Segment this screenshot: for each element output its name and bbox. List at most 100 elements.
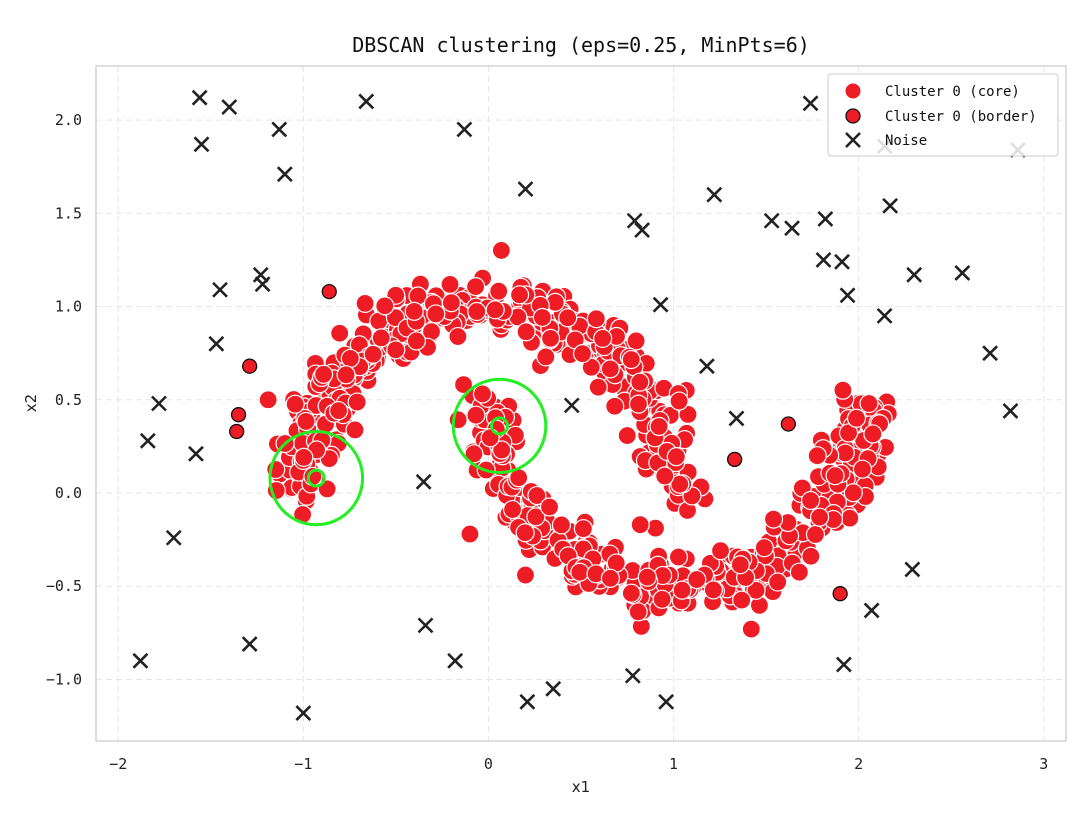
noise-point (188, 445, 204, 462)
core-point (489, 281, 509, 301)
core-point (617, 425, 637, 446)
core-point (732, 590, 752, 610)
core-point (586, 309, 606, 329)
x-tick-label: 0 (484, 755, 493, 773)
core-point (763, 509, 784, 529)
core-point (472, 384, 493, 404)
noise-point (563, 397, 580, 414)
core-point (526, 507, 546, 527)
noise-point (839, 287, 856, 304)
eps-center-marker (490, 416, 510, 436)
core-point (649, 416, 669, 437)
core-point (666, 447, 686, 467)
core-point (317, 479, 337, 499)
noise-point (815, 252, 832, 268)
core-point (492, 440, 512, 460)
noise-point (447, 652, 464, 669)
core-point (730, 555, 750, 575)
core-point (426, 304, 446, 324)
y-tick-label: 1.5 (55, 204, 82, 222)
y-tick-label: −0.5 (46, 577, 82, 595)
core-point (314, 364, 334, 384)
noise-point (139, 432, 156, 449)
noise-point (221, 99, 238, 115)
core-point (448, 326, 468, 347)
noise-point (358, 93, 375, 110)
x-tick-label: −1 (294, 755, 312, 773)
core-point (460, 524, 480, 544)
core-point (540, 328, 561, 348)
core-point (768, 572, 788, 592)
core-point (345, 420, 365, 440)
core-point (605, 396, 625, 416)
legend-core-marker (844, 82, 862, 100)
core-point (363, 344, 383, 364)
x-tick-label: 3 (1039, 755, 1048, 773)
noise-point (254, 276, 271, 293)
core-point (835, 443, 855, 463)
core-point (536, 347, 556, 367)
core-point (330, 323, 350, 343)
core-point (296, 411, 316, 432)
noise-point (519, 693, 536, 710)
core-point (833, 380, 853, 400)
core-legend-entry: Cluster 0 (core) (844, 82, 1020, 100)
core-point (532, 307, 552, 328)
noise-point (835, 656, 852, 673)
legend-label: Noise (885, 133, 927, 149)
core-point (340, 348, 360, 369)
core-point (258, 390, 278, 410)
noise-point (876, 307, 893, 324)
core-point (588, 377, 608, 397)
noise-point (904, 561, 921, 578)
noise-point (763, 212, 780, 229)
core-point (440, 274, 460, 294)
core-point (807, 446, 827, 466)
core-point (386, 340, 406, 360)
noise-point (276, 166, 293, 183)
core-point (441, 293, 461, 313)
noise-point (517, 181, 534, 197)
core-point (600, 359, 620, 379)
noise-point (982, 345, 999, 362)
core-point (466, 405, 486, 425)
core-point (859, 393, 879, 414)
core-point (630, 515, 650, 535)
core-point (801, 546, 821, 566)
border-point (726, 451, 743, 468)
noise-point (652, 296, 669, 313)
border-point (780, 416, 796, 432)
noise-point (802, 95, 819, 112)
core-point (621, 349, 641, 370)
noise-point (834, 253, 850, 270)
legend-label: Cluster 0 (core) (885, 84, 1020, 100)
border-point (832, 586, 848, 602)
border-point (230, 407, 247, 423)
core-point (670, 474, 690, 494)
noise-point (906, 266, 923, 283)
noise-point (1002, 403, 1019, 419)
core-point (467, 301, 487, 322)
core-point (746, 580, 766, 600)
core-point (626, 331, 646, 351)
core-point (515, 523, 535, 543)
noise-point (545, 680, 562, 697)
core-point (572, 344, 593, 364)
core-point (491, 240, 511, 261)
core-point (581, 357, 601, 377)
core-point (527, 485, 547, 506)
noise-point (626, 212, 643, 229)
core-point (453, 375, 474, 395)
core-point (404, 301, 424, 321)
core-point (710, 541, 731, 561)
core-point (551, 515, 572, 535)
x-axis-label: x1 (572, 778, 590, 796)
noise-point (817, 210, 834, 227)
noise-point (456, 121, 473, 138)
y-tick-label: 0.5 (55, 391, 82, 409)
noise-point (658, 693, 675, 710)
legend-noise-marker (845, 132, 861, 148)
y-tick-label: 0.0 (55, 484, 82, 502)
noise-point (271, 121, 288, 138)
plot-background (96, 66, 1066, 741)
